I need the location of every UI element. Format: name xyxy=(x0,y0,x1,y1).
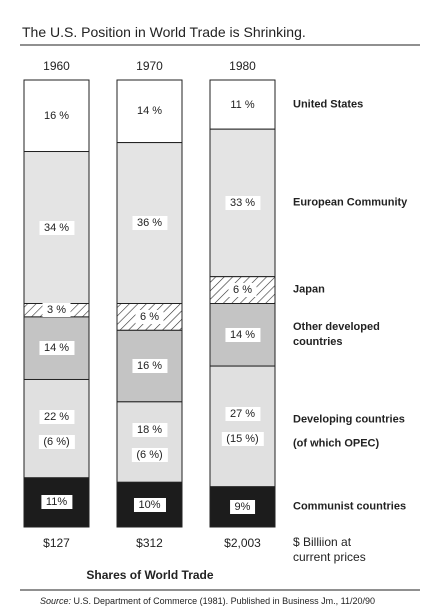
value-label: 18 % xyxy=(131,423,168,438)
source-text: U.S. Department of Commerce (1981). Publ… xyxy=(73,596,376,606)
value-label: 9% xyxy=(229,499,256,514)
totals-label: $ Billiion at current prices xyxy=(293,535,366,565)
value-label: 33 % xyxy=(224,195,261,210)
legend-entry: Japan xyxy=(293,283,325,296)
value-label: 22 % xyxy=(38,409,75,424)
legend-entry: Communist countries xyxy=(293,500,407,513)
value-label: 14 % xyxy=(38,341,75,356)
legend-entry: Developing countries xyxy=(293,413,405,426)
value-label: 11% xyxy=(40,495,73,510)
value-label: 6 % xyxy=(135,309,164,324)
total-label: $312 xyxy=(136,536,163,550)
opec-label: (6 %) xyxy=(131,448,168,463)
value-label: 14 % xyxy=(131,104,168,119)
source-label: Source: xyxy=(40,596,72,606)
x-axis-label: Shares of World Trade xyxy=(86,568,214,582)
x-tick-label: 1960 xyxy=(43,59,70,73)
value-label: 34 % xyxy=(38,220,75,235)
value-label: 16 % xyxy=(131,359,168,374)
legend-entry: European Community xyxy=(293,196,408,209)
value-label: 10% xyxy=(133,497,166,512)
opec-label: (15 %) xyxy=(221,432,264,447)
value-label: 16 % xyxy=(38,108,75,123)
x-tick-label: 1980 xyxy=(229,59,256,73)
legend-entry: United States xyxy=(293,98,364,111)
bar-segment xyxy=(23,378,90,479)
source: Source: U.S. Department of Commerce (198… xyxy=(40,596,375,606)
chart-title: The U.S. Position in World Trade is Shri… xyxy=(22,24,306,40)
totals-label-line: $ Billiion at xyxy=(293,535,352,549)
value-label: 3 % xyxy=(42,303,71,318)
totals-label-line: current prices xyxy=(293,550,366,564)
value-label: 11 % xyxy=(225,97,260,112)
bar-segment xyxy=(209,365,276,488)
value-label: 36 % xyxy=(131,216,168,231)
value-label: 6 % xyxy=(228,283,257,298)
value-label: 27 % xyxy=(224,407,261,422)
x-tick-label: 1970 xyxy=(136,59,163,73)
bar-segment xyxy=(116,401,183,483)
total-label: $2,003 xyxy=(224,536,261,550)
value-label: 14 % xyxy=(224,327,261,342)
opec-label: (6 %) xyxy=(38,434,75,449)
legend-entry: Other developed countries xyxy=(293,320,380,348)
legend-entry: (of which OPEC) xyxy=(293,437,380,450)
total-label: $127 xyxy=(43,536,70,550)
